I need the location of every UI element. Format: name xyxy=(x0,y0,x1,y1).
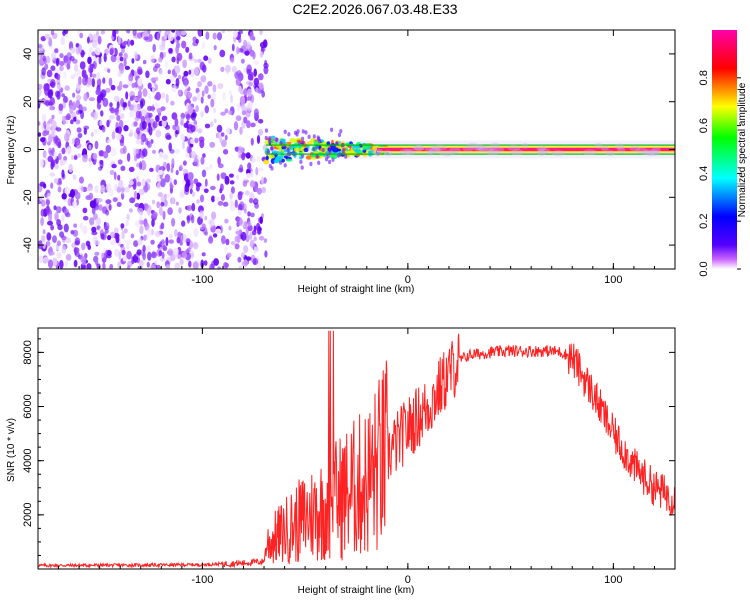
snr-series-line xyxy=(38,330,675,569)
colorbar-tick-label: 0.6 xyxy=(698,118,710,133)
spectrogram-panel: -100 0 100 -40 -20 0 20 40 Height of straight l… xyxy=(6,29,676,295)
snr-panel: -100 0 100 2000 4000 6000 8000 Height of strai… xyxy=(6,327,676,596)
snr-y-axis-label: SNR (10 * v/v) xyxy=(6,418,17,482)
spectrogram-axis-ticks: -100 0 100 -40 -20 0 20 40 xyxy=(22,30,676,286)
colorbar-tick-label: 0.2 xyxy=(698,214,710,229)
snr-y-tick-label: 6000 xyxy=(22,394,34,418)
snr-axis-ticks: -100 0 100 2000 4000 6000 8000 xyxy=(22,328,676,586)
colorbar-tick-label: 0.0 xyxy=(698,261,710,276)
spectrogram-x-tick-label: 0 xyxy=(405,274,411,286)
spectrogram-x-tick-label: 100 xyxy=(604,274,622,286)
snr-y-tick-label: 2000 xyxy=(22,503,34,527)
figure-title: C2E2.2026.067.03.48.E33 xyxy=(292,1,457,17)
snr-x-tick-label: 0 xyxy=(405,574,411,586)
spectrogram-noise-field xyxy=(38,30,269,269)
snr-y-tick-label: 8000 xyxy=(22,340,34,364)
spectrogram-y-tick-label: 0 xyxy=(22,146,34,152)
colorbar-tick-label: 0.4 xyxy=(698,166,710,181)
spectrogram-y-tick-label: 20 xyxy=(22,96,34,108)
spectrogram-y-tick-label: -20 xyxy=(22,189,34,205)
spectrogram-frame xyxy=(37,29,676,270)
spectrogram-y-axis-label: Frequency (Hz) xyxy=(6,116,17,185)
snr-marks xyxy=(38,330,675,569)
spectrogram-marks xyxy=(38,30,675,269)
colorbar-gradient xyxy=(712,30,737,269)
snr-frame xyxy=(37,327,676,570)
snr-x-tick-label: 100 xyxy=(604,574,622,586)
snr-x-axis-label: Height of straight line (km) xyxy=(298,585,415,596)
snr-y-tick-label: 4000 xyxy=(22,448,34,472)
spectrogram-y-tick-label: 40 xyxy=(22,48,34,60)
spectrogram-y-tick-label: -40 xyxy=(22,237,34,253)
colorbar-ticks: 0.0 0.2 0.4 0.6 0.8 xyxy=(698,70,741,277)
snr-x-tick-label: -100 xyxy=(191,574,213,586)
spectrogram-signal-trace xyxy=(263,127,675,171)
spectrogram-x-axis-label: Height of straight line (km) xyxy=(298,284,415,295)
colorbar-label: Normalized spectral amplitude xyxy=(737,82,748,217)
spectrogram-x-tick-label: -100 xyxy=(191,274,213,286)
colorbar: 0.0 0.2 0.4 0.6 0.8 Normalized spectral ampl… xyxy=(698,30,748,277)
colorbar-tick-label: 0.8 xyxy=(698,70,710,85)
